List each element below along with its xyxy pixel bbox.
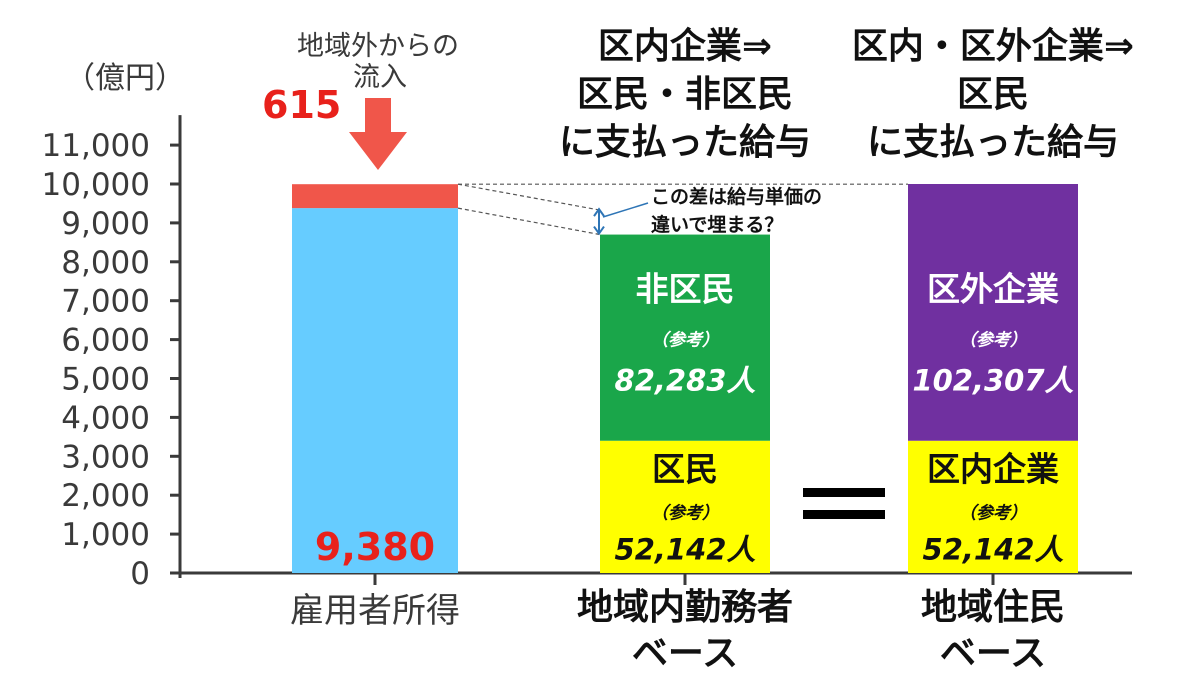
dashed-guide-line <box>457 207 601 236</box>
category-label-line2: ベース <box>632 633 738 674</box>
category-label: 雇用者所得 <box>290 591 460 631</box>
y-tick-label: 3,000 <box>61 439 150 475</box>
category-label: 地域住民 <box>921 587 1065 628</box>
y-tick-label: 7,000 <box>61 284 150 320</box>
y-tick-label: 10,000 <box>42 167 150 203</box>
annotations: 区内企業⇒区民・非区民に支払った給与区内・区外企業⇒区民に支払った給与9,380… <box>262 25 1134 569</box>
segment-count: 52,142人 <box>923 533 1064 567</box>
segment-note: （参考） <box>651 331 719 351</box>
y-tick-label: 8,000 <box>61 245 150 281</box>
note-leader-line <box>602 202 649 218</box>
segment-label: 区民 <box>652 450 718 489</box>
equals-sign-top-bar <box>803 488 885 497</box>
bar-header-line: 区民 <box>957 74 1029 115</box>
segment-note: （参考） <box>651 504 719 524</box>
inflow-value-label: 615 <box>262 83 341 127</box>
segment-note: （参考） <box>959 504 1027 524</box>
y-tick-label: 9,000 <box>61 206 150 242</box>
bar-header-line: 区内企業⇒ <box>598 25 772 67</box>
y-unit-label: （億円） <box>65 61 185 96</box>
segment-note: （参考） <box>959 331 1027 351</box>
bar-header-line: に支払った給与 <box>559 122 811 163</box>
segment-count: 102,307人 <box>912 364 1073 398</box>
segment-count: 52,142人 <box>615 533 756 567</box>
bar-header-line: 区内・区外企業⇒ <box>852 25 1134 67</box>
bar-segment <box>292 184 458 209</box>
gap-note-line: この差は給与単価の <box>651 185 822 208</box>
bar-segment <box>600 440 770 573</box>
segment-label: 非区民 <box>636 270 735 309</box>
gap-arrowhead-icon <box>593 207 605 217</box>
bar-header-line: に支払った給与 <box>867 122 1119 163</box>
base-value-label: 9,380 <box>315 525 435 569</box>
segment-label: 区内企業 <box>927 450 1059 489</box>
y-tick-label: 5,000 <box>61 362 150 398</box>
gap-note-line: 違いで埋まる？ <box>651 213 783 236</box>
inflow-text-line: 地域外からの <box>297 31 459 62</box>
bar-segment <box>600 234 770 441</box>
y-tick-label: 4,000 <box>61 400 150 436</box>
inflow-text-line: 流入 <box>353 62 407 93</box>
y-tick-label: 11,000 <box>42 128 150 164</box>
y-tick-label: 1,000 <box>61 517 150 553</box>
y-tick-label: 0 <box>130 556 150 592</box>
y-tick-label: 2,000 <box>61 478 150 514</box>
bar-segment <box>908 440 1078 573</box>
bar-segment <box>292 208 458 574</box>
category-label: 地域内勤務者 <box>577 587 793 628</box>
segment-label: 区外企業 <box>927 270 1059 309</box>
bar-header-line: 区民・非区民 <box>577 74 793 115</box>
axes: 01,0002,0003,0004,0005,0006,0007,0008,00… <box>42 61 1132 674</box>
segment-count: 82,283人 <box>615 364 756 398</box>
gap-arrowhead-icon <box>593 225 605 236</box>
bar-segment <box>908 184 1078 441</box>
dashed-guide-line <box>457 183 601 211</box>
category-label-line2: ベース <box>940 633 1046 674</box>
y-tick-label: 6,000 <box>61 323 150 359</box>
equals-sign-bottom-bar <box>803 510 885 519</box>
down-arrow-icon <box>349 98 407 170</box>
